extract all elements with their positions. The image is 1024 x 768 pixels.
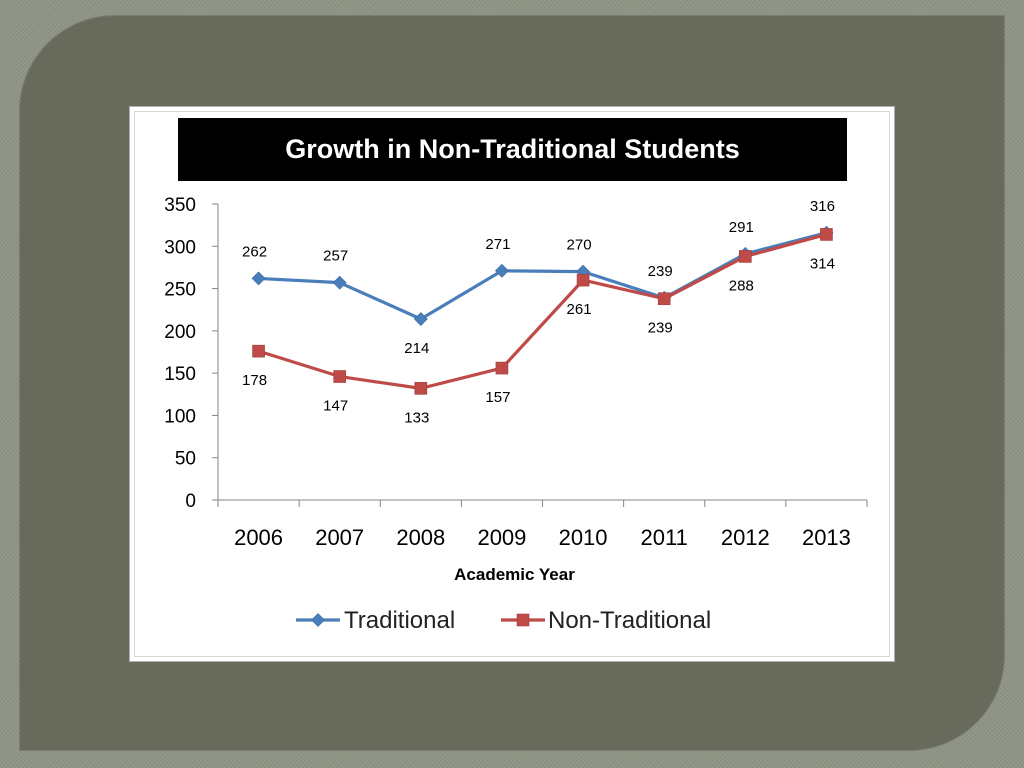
chart-frame: Growth in Non-Traditional Students 0 50 10… xyxy=(129,106,895,662)
data-point-non-traditional xyxy=(495,361,509,375)
data-label: 271 xyxy=(485,236,510,253)
line-chart: 0 50 100 150 200 250 300 350 2006 2007 2008 2009 201… xyxy=(164,195,868,634)
data-label: 157 xyxy=(485,389,510,406)
data-point-traditional xyxy=(332,275,347,290)
data-label: 261 xyxy=(567,301,592,318)
y-tick-label: 100 xyxy=(164,406,196,427)
data-point-non-traditional xyxy=(576,273,590,287)
data-point-non-traditional xyxy=(333,370,346,383)
legend-entry: Non-Traditional xyxy=(548,607,711,634)
data-label: 178 xyxy=(242,372,267,389)
y-tick-label: 50 xyxy=(175,449,196,470)
x-tick-label: 2008 xyxy=(396,525,445,550)
legend-marker xyxy=(311,613,325,627)
y-tick-label: 150 xyxy=(164,364,196,385)
x-tick-label: 2013 xyxy=(802,525,851,550)
data-label: 257 xyxy=(323,248,348,265)
data-label: 239 xyxy=(648,263,673,280)
chart-title: Growth in Non-Traditional Students xyxy=(178,118,847,181)
data-point-non-traditional xyxy=(414,382,428,395)
data-point-non-traditional xyxy=(252,344,265,358)
data-point-traditional xyxy=(251,271,266,286)
data-label: 214 xyxy=(404,340,429,357)
x-tick-label: 2010 xyxy=(559,525,608,550)
x-tick-label: 2011 xyxy=(641,525,688,550)
x-tick-label: 2012 xyxy=(721,525,770,550)
data-label: 288 xyxy=(729,277,754,294)
series-line-non-traditional xyxy=(258,232,827,390)
x-tick-label: 2007 xyxy=(315,525,364,550)
x-tick-label: 2006 xyxy=(234,525,283,550)
y-tick-label: 250 xyxy=(164,280,196,301)
data-label: 239 xyxy=(648,320,673,337)
y-tick-label: 350 xyxy=(164,195,196,216)
data-point-non-traditional xyxy=(739,250,752,263)
series-line-traditional xyxy=(258,231,827,321)
data-label: 262 xyxy=(242,243,267,260)
y-tick-label: 0 xyxy=(185,491,196,512)
y-tick-label: 300 xyxy=(164,237,196,258)
data-point-traditional xyxy=(413,312,428,326)
x-tick-label: 2009 xyxy=(477,525,526,550)
y-tick-label: 200 xyxy=(164,322,196,343)
data-point-traditional xyxy=(495,263,509,278)
data-point-non-traditional xyxy=(657,292,671,306)
data-label: 270 xyxy=(567,237,592,254)
legend-marker xyxy=(516,613,530,627)
data-label: 133 xyxy=(404,409,429,426)
data-point-non-traditional xyxy=(820,228,833,241)
data-label: 147 xyxy=(323,398,348,415)
data-label: 314 xyxy=(810,255,835,272)
data-label: 316 xyxy=(810,198,835,215)
data-label: 291 xyxy=(729,219,754,236)
x-axis-title: Academic Year xyxy=(454,565,575,584)
legend-entry: Traditional xyxy=(344,607,455,634)
